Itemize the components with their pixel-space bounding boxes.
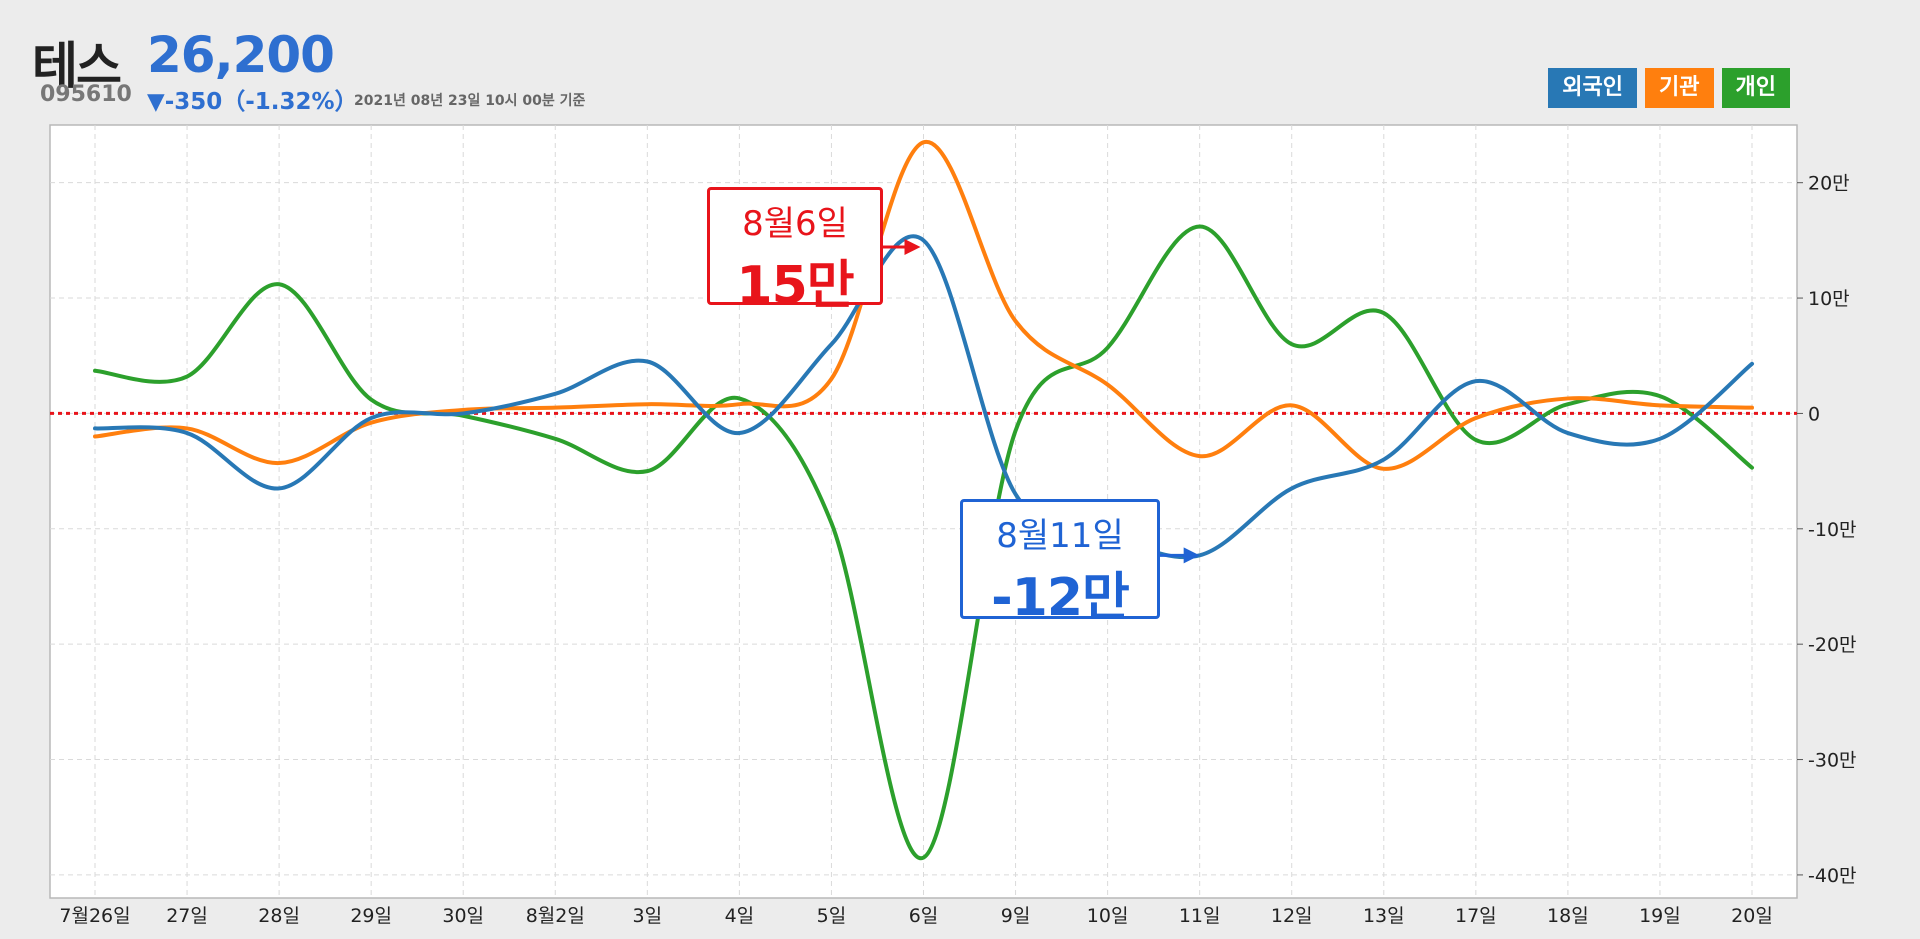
- legend-item-institution[interactable]: 기관: [1645, 68, 1714, 108]
- series-line-foreign: [93, 234, 1754, 560]
- y-tick-label: 10만: [1808, 288, 1850, 310]
- x-tick-label: 7월26일: [59, 905, 130, 927]
- x-tick-label: 13일: [1363, 905, 1405, 927]
- arrow-blue-head: [1183, 547, 1200, 564]
- callout-arrows: [883, 239, 1200, 564]
- series-line-institution: [93, 140, 1754, 471]
- legend-item-foreign[interactable]: 외국인: [1548, 68, 1638, 108]
- x-tick-label: 20일: [1731, 905, 1773, 927]
- price-change: ▼-350（-1.32%）: [147, 89, 358, 115]
- x-tick-label: 6일: [909, 905, 939, 927]
- y-axis-labels: 20만 10만 0 -10만 -20만 -30만 -40만: [1797, 173, 1857, 887]
- x-tick-label: 9일: [1001, 905, 1031, 927]
- stock-price: 26,200: [147, 26, 335, 84]
- x-tick-label: 29일: [350, 905, 392, 927]
- callout-institution-peak: 8월6일 15만: [707, 187, 883, 316]
- x-tick-label: 17일: [1455, 905, 1497, 927]
- x-tick-label: 5일: [817, 905, 847, 927]
- callout-date: 8월11일: [996, 516, 1124, 556]
- stock-code: 095610: [40, 82, 132, 107]
- y-tick-label: -20만: [1808, 634, 1857, 656]
- series-lines: [93, 140, 1754, 860]
- x-axis-labels: 7월26일 27일 28일 29일 30일 8월2일 3일 4일 5일 6일 9일 10일 11일 12일…: [59, 905, 1772, 927]
- callout-date: 8월6일: [742, 204, 848, 244]
- as-of-timestamp: 2021년 08년 23일 10시 00분 기준: [354, 93, 586, 109]
- x-tick-label: 11일: [1179, 905, 1221, 927]
- y-tick-label: 20만: [1808, 173, 1850, 195]
- x-tick-label: 27일: [166, 905, 208, 927]
- arrow-red-head: [904, 239, 921, 255]
- series-line-individual: [93, 224, 1754, 860]
- x-tick-label: 3일: [633, 905, 663, 927]
- callout-value: -12만: [991, 568, 1130, 628]
- x-tick-label: 10일: [1087, 905, 1129, 927]
- x-tick-label: 4일: [725, 905, 755, 927]
- callout-value: 15만: [736, 256, 854, 316]
- x-tick-label: 30일: [442, 905, 484, 927]
- stock-name: 테스: [32, 37, 122, 95]
- y-tick-label: -10만: [1808, 519, 1857, 541]
- x-tick-label: 12일: [1271, 905, 1313, 927]
- callout-foreign-low: 8월11일 -12만: [960, 499, 1160, 628]
- y-tick-label: 0: [1808, 403, 1820, 425]
- legend-item-individual[interactable]: 개인: [1721, 68, 1790, 108]
- x-tick-label: 8월2일: [526, 905, 585, 927]
- y-tick-label: -40만: [1808, 865, 1857, 887]
- x-tick-label: 19일: [1639, 905, 1681, 927]
- y-tick-label: -30만: [1808, 750, 1857, 772]
- x-tick-label: 18일: [1547, 905, 1589, 927]
- legend: 외국인 기관 개인: [1548, 68, 1790, 108]
- x-tick-label: 28일: [258, 905, 300, 927]
